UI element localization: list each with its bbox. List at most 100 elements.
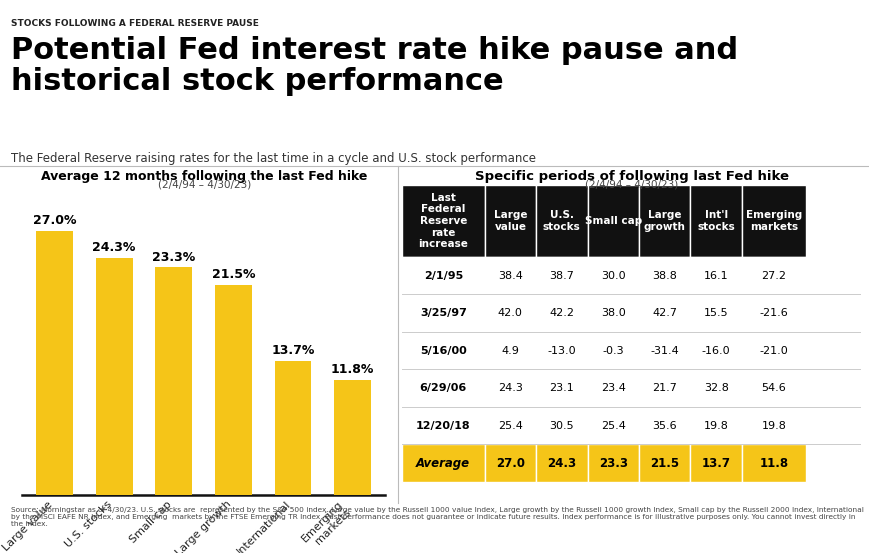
Bar — [741, 185, 806, 257]
Bar — [587, 407, 638, 445]
Bar — [215, 285, 252, 495]
Text: 42.7: 42.7 — [652, 308, 676, 318]
Text: STOCKS FOLLOWING A FEDERAL RESERVE PAUSE: STOCKS FOLLOWING A FEDERAL RESERVE PAUSE — [11, 19, 259, 28]
Text: 16.1: 16.1 — [703, 270, 727, 280]
Bar — [535, 332, 587, 369]
Text: 21.5: 21.5 — [649, 457, 679, 469]
Text: Average 12 months following the last Fed hike: Average 12 months following the last Fed… — [41, 170, 368, 183]
Text: 38.4: 38.4 — [497, 270, 522, 280]
Text: (2/4/94 – 4/30/23): (2/4/94 – 4/30/23) — [157, 180, 251, 190]
Bar — [587, 369, 638, 407]
Bar — [484, 257, 535, 294]
Text: 5/16/00: 5/16/00 — [420, 346, 466, 356]
Text: -16.0: -16.0 — [701, 346, 730, 356]
Bar — [587, 294, 638, 332]
Bar — [535, 445, 587, 482]
Bar — [741, 407, 806, 445]
Bar — [587, 445, 638, 482]
Bar — [587, 185, 638, 257]
Bar — [638, 185, 690, 257]
Bar — [535, 257, 587, 294]
Text: 38.8: 38.8 — [652, 270, 676, 280]
Bar — [535, 407, 587, 445]
Bar — [401, 294, 484, 332]
Bar — [638, 369, 690, 407]
Bar — [690, 332, 741, 369]
Bar — [690, 445, 741, 482]
Text: Int'l
stocks: Int'l stocks — [696, 210, 734, 232]
Text: 19.8: 19.8 — [760, 421, 786, 431]
Text: 25.4: 25.4 — [600, 421, 625, 431]
Bar — [334, 380, 371, 495]
Bar — [96, 258, 132, 495]
Text: 30.5: 30.5 — [549, 421, 574, 431]
Bar — [638, 257, 690, 294]
Bar — [741, 257, 806, 294]
Bar — [638, 294, 690, 332]
Bar — [484, 369, 535, 407]
Text: 15.5: 15.5 — [703, 308, 727, 318]
Text: 38.7: 38.7 — [548, 270, 574, 280]
Text: 23.4: 23.4 — [600, 383, 625, 393]
Bar — [484, 407, 535, 445]
Bar — [401, 185, 484, 257]
Bar — [401, 369, 484, 407]
Text: Small cap: Small cap — [584, 216, 641, 226]
Text: 23.1: 23.1 — [549, 383, 574, 393]
Bar — [155, 268, 192, 495]
Bar — [690, 407, 741, 445]
Bar — [484, 445, 535, 482]
Text: U.S.
stocks: U.S. stocks — [542, 210, 580, 232]
Text: 32.8: 32.8 — [703, 383, 727, 393]
Bar — [638, 407, 690, 445]
Bar — [484, 332, 535, 369]
Bar — [690, 369, 741, 407]
Text: 4.9: 4.9 — [501, 346, 519, 356]
Text: 24.3: 24.3 — [547, 457, 575, 469]
Text: Last
Federal
Reserve
rate
increase: Last Federal Reserve rate increase — [418, 193, 468, 249]
Bar — [690, 257, 741, 294]
Text: 23.3: 23.3 — [598, 457, 627, 469]
Text: Large
value: Large value — [493, 210, 527, 232]
Text: Source: Morningstar as of 4/30/23. U.S. stocks are  represented by the S&P 500 i: Source: Morningstar as of 4/30/23. U.S. … — [11, 507, 863, 527]
Text: 27.0%: 27.0% — [33, 215, 76, 227]
Bar — [741, 369, 806, 407]
Text: -0.3: -0.3 — [601, 346, 623, 356]
Text: Potential Fed interest rate hike pause and
historical stock performance: Potential Fed interest rate hike pause a… — [11, 36, 738, 96]
Text: 24.3%: 24.3% — [92, 241, 136, 254]
Text: 12/20/18: 12/20/18 — [415, 421, 470, 431]
Text: 6/29/06: 6/29/06 — [419, 383, 467, 393]
Bar — [690, 185, 741, 257]
Text: Large
growth: Large growth — [643, 210, 685, 232]
Text: 19.8: 19.8 — [703, 421, 727, 431]
Bar — [741, 332, 806, 369]
Text: The Federal Reserve raising rates for the last time in a cycle and U.S. stock pe: The Federal Reserve raising rates for th… — [11, 152, 535, 165]
Text: 42.0: 42.0 — [497, 308, 522, 318]
Bar — [638, 332, 690, 369]
Bar — [401, 407, 484, 445]
Text: 25.4: 25.4 — [497, 421, 522, 431]
Text: 24.3: 24.3 — [497, 383, 522, 393]
Text: 42.2: 42.2 — [548, 308, 574, 318]
Text: 23.3%: 23.3% — [152, 251, 196, 264]
Bar — [535, 294, 587, 332]
Text: 11.8: 11.8 — [759, 457, 787, 469]
Text: -21.6: -21.6 — [759, 308, 787, 318]
Bar — [638, 445, 690, 482]
Bar — [275, 361, 311, 495]
Text: (2/4/94 – 4/30/23): (2/4/94 – 4/30/23) — [584, 180, 678, 190]
Bar — [535, 369, 587, 407]
Bar — [535, 185, 587, 257]
Text: 27.2: 27.2 — [760, 270, 786, 280]
Text: -13.0: -13.0 — [547, 346, 575, 356]
Bar — [401, 257, 484, 294]
Text: 35.6: 35.6 — [652, 421, 676, 431]
Text: Average: Average — [415, 457, 470, 469]
Text: 3/25/97: 3/25/97 — [420, 308, 466, 318]
Bar — [484, 294, 535, 332]
Bar — [741, 294, 806, 332]
Bar — [587, 257, 638, 294]
Text: Specific periods of following last Fed hike: Specific periods of following last Fed h… — [474, 170, 787, 183]
Text: 11.8%: 11.8% — [330, 363, 374, 376]
Bar — [401, 332, 484, 369]
